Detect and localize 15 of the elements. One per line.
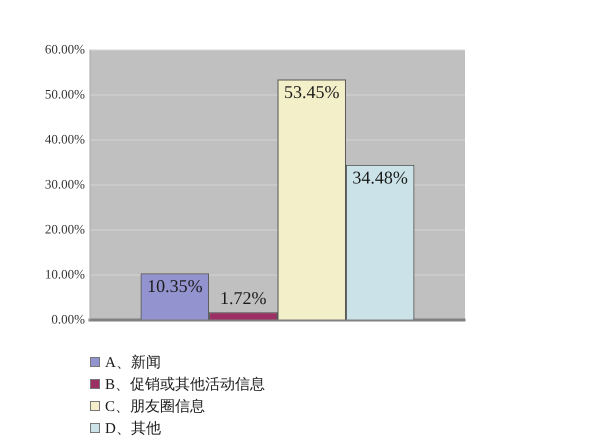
data-label: 1.72% (220, 288, 267, 308)
data-label: 53.45% (284, 82, 340, 102)
legend-label: D、其他 (105, 420, 161, 437)
y-tick-label: 0.00% (51, 311, 86, 326)
y-tick-label: 30.00% (44, 176, 86, 192)
y-tick-label: 20.00% (44, 221, 86, 236)
y-tick-label: 50.00% (44, 86, 86, 102)
data-label: 34.48% (352, 168, 408, 188)
data-label: 10.35% (147, 276, 203, 296)
legend-label: A、新闻 (105, 354, 161, 371)
y-tick-label: 40.00% (44, 131, 86, 146)
legend-label: B、促销或其他活动信息 (105, 376, 266, 393)
y-tick-label: 10.00% (44, 266, 86, 282)
legend-label: C、朋友圈信息 (105, 398, 206, 415)
y-tick-label: 60.00% (44, 41, 86, 56)
